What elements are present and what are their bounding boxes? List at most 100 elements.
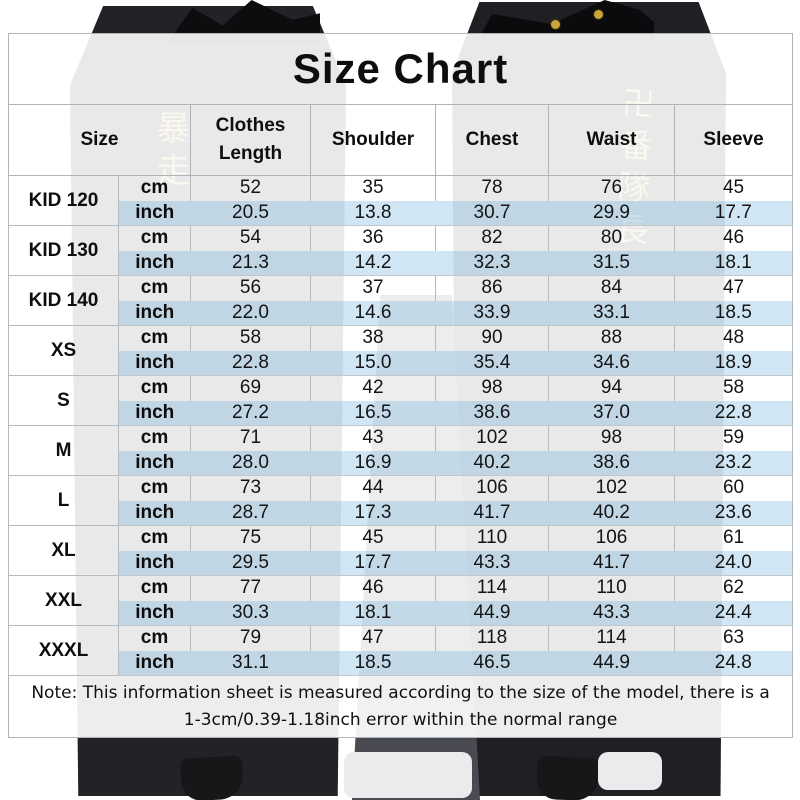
- table-row: inch 30.3 18.1 44.9 43.3 24.4: [9, 600, 793, 626]
- measurement-value-inch: 21.3: [190, 250, 311, 276]
- measurement-value-inch: 14.6: [310, 300, 436, 326]
- left-trouser-cuff: [179, 755, 245, 800]
- measurement-value-inch: 43.3: [435, 550, 549, 576]
- measurement-value-inch: 17.7: [674, 200, 793, 226]
- measurement-value-inch: 32.3: [435, 250, 549, 276]
- measurement-value-inch: 24.0: [674, 550, 793, 576]
- measurement-value-cm: 42: [310, 375, 436, 401]
- column-header-sleeve: Sleeve: [673, 104, 794, 176]
- measurement-value-cm: 73: [190, 475, 311, 501]
- table-row: inch 27.2 16.5 38.6 37.0 22.8: [9, 400, 793, 426]
- measurement-value-inch: 43.3: [548, 600, 675, 626]
- measurement-value-inch: 46.5: [435, 650, 549, 676]
- unit-label-inch: inch: [118, 250, 191, 276]
- measurement-value-inch: 14.2: [310, 250, 436, 276]
- measurement-value-cm: 60: [673, 475, 794, 501]
- measurement-value-inch: 30.7: [435, 200, 549, 226]
- size-label: S: [8, 375, 119, 426]
- size-label: L: [8, 475, 119, 526]
- measurement-value-cm: 106: [548, 525, 675, 551]
- measurement-value-inch: 17.3: [310, 500, 436, 526]
- header-row: Size Clothes Length Shoulder Chest Waist…: [8, 104, 794, 176]
- measurement-value-cm: 79: [190, 625, 311, 651]
- measurement-value-cm: 63: [673, 625, 794, 651]
- collar-button-icon: [551, 20, 560, 29]
- title-row: Size Chart: [7, 33, 794, 105]
- unit-label-inch: inch: [118, 450, 191, 476]
- measurement-value-cm: 43: [310, 425, 436, 451]
- measurement-value-inch: 23.6: [674, 500, 793, 526]
- unit-label-cm: cm: [118, 525, 191, 551]
- table-row: inch 21.3 14.2 32.3 31.5 18.1: [9, 250, 793, 276]
- unit-label-cm: cm: [118, 225, 191, 251]
- measurement-value-inch: 31.1: [190, 650, 311, 676]
- size-label: XL: [8, 525, 119, 576]
- measurement-value-cm: 58: [190, 325, 311, 351]
- measurement-value-inch: 29.9: [548, 200, 675, 226]
- measurement-value-inch: 35.4: [435, 350, 549, 376]
- measurement-value-inch: 40.2: [435, 450, 549, 476]
- measurement-value-inch: 24.8: [674, 650, 793, 676]
- measurement-value-cm: 86: [435, 275, 549, 301]
- measurement-value-cm: 69: [190, 375, 311, 401]
- collar-button-icon: [594, 10, 603, 19]
- measurement-value-cm: 44: [310, 475, 436, 501]
- unit-label-cm: cm: [118, 575, 191, 601]
- measurement-value-inch: 18.5: [310, 650, 436, 676]
- unit-label-inch: inch: [118, 550, 191, 576]
- table-row: inch 29.5 17.7 43.3 41.7 24.0: [9, 550, 793, 576]
- measurement-value-cm: 45: [673, 175, 794, 201]
- column-header-waist: Waist: [548, 104, 675, 176]
- measurement-value-inch: 17.7: [310, 550, 436, 576]
- measurement-value-cm: 118: [435, 625, 549, 651]
- unit-label-inch: inch: [118, 200, 191, 226]
- measurement-value-inch: 33.9: [435, 300, 549, 326]
- measurement-value-cm: 48: [673, 325, 794, 351]
- unit-label-cm: cm: [118, 175, 191, 201]
- measurement-value-cm: 114: [435, 575, 549, 601]
- measurement-value-cm: 54: [190, 225, 311, 251]
- unit-label-cm: cm: [118, 475, 191, 501]
- size-table-body: KID 120 cm 52 35 78 76 45 inch 20.5 13.8 30.7 29.9 1…: [8, 175, 794, 676]
- table-row: XXXL cm 79 47 118 114 63: [8, 625, 794, 676]
- measurement-value-cm: 84: [548, 275, 675, 301]
- unit-label-inch: inch: [118, 400, 191, 426]
- measurement-value-inch: 16.5: [310, 400, 436, 426]
- measurement-value-inch: 22.0: [190, 300, 311, 326]
- unit-label-cm: cm: [118, 275, 191, 301]
- measurement-value-cm: 102: [548, 475, 675, 501]
- measurement-value-cm: 102: [435, 425, 549, 451]
- note-row: Note: This information sheet is measured…: [7, 675, 794, 738]
- measurement-value-cm: 110: [548, 575, 675, 601]
- page-title: Size Chart: [7, 33, 794, 105]
- unit-label-inch: inch: [118, 650, 191, 676]
- measurement-value-inch: 22.8: [674, 400, 793, 426]
- size-label: XXL: [8, 575, 119, 626]
- measurement-value-cm: 114: [548, 625, 675, 651]
- size-label: XS: [8, 325, 119, 376]
- size-chart-table: Size Chart Size Clothes Length Shoulder …: [7, 33, 794, 738]
- measurement-value-cm: 45: [310, 525, 436, 551]
- table-row: KID 130 cm 54 36 82 80 46: [8, 225, 794, 276]
- measurement-value-cm: 75: [190, 525, 311, 551]
- measurement-value-inch: 28.0: [190, 450, 311, 476]
- measurement-value-cm: 71: [190, 425, 311, 451]
- measurement-value-inch: 41.7: [435, 500, 549, 526]
- measurement-value-cm: 78: [435, 175, 549, 201]
- measurement-value-inch: 44.9: [435, 600, 549, 626]
- measurement-value-cm: 59: [673, 425, 794, 451]
- measurement-value-cm: 98: [548, 425, 675, 451]
- measurement-value-inch: 40.2: [548, 500, 675, 526]
- measurement-value-cm: 90: [435, 325, 549, 351]
- column-header-size: Size: [8, 104, 191, 176]
- measurement-value-inch: 22.8: [190, 350, 311, 376]
- table-row: inch 20.5 13.8 30.7 29.9 17.7: [9, 200, 793, 226]
- measurement-value-cm: 76: [548, 175, 675, 201]
- measurement-value-inch: 27.2: [190, 400, 311, 426]
- table-row: KID 120 cm 52 35 78 76 45: [8, 175, 794, 226]
- measurement-value-cm: 110: [435, 525, 549, 551]
